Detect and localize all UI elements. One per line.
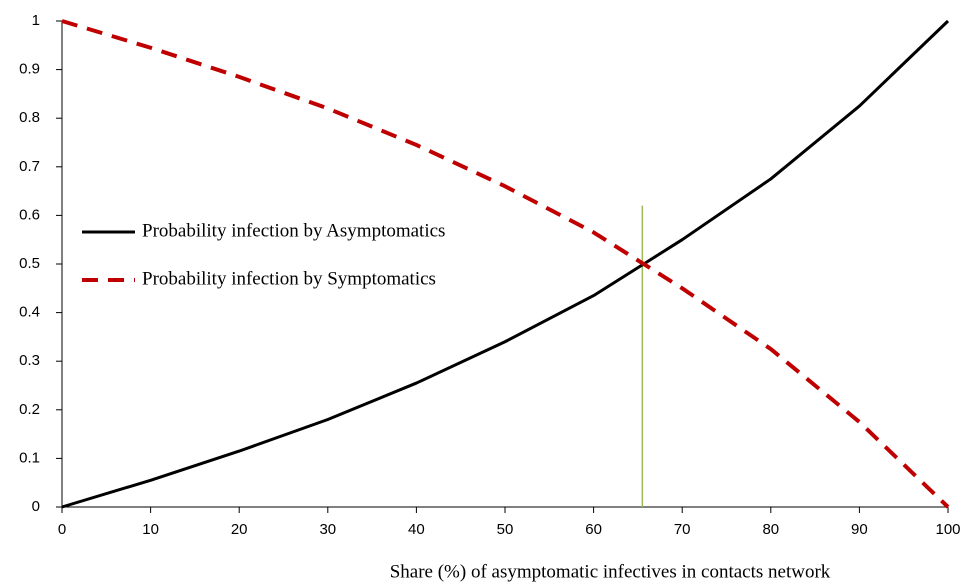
series-line	[61, 19, 950, 509]
series-line	[61, 19, 950, 509]
y-tick-label: 1	[32, 12, 40, 29]
x-tick-label: 70	[674, 521, 691, 538]
y-tick-label: 0.7	[19, 158, 40, 175]
x-tick-label: 30	[319, 521, 336, 538]
legend-label: Probability infection by Asymptomatics	[142, 220, 445, 241]
x-tick-label: 10	[142, 521, 159, 538]
x-tick-label: 60	[585, 521, 602, 538]
legend-label: Probability infection by Symptomatics	[142, 268, 436, 289]
y-tick-label: 0.9	[19, 61, 40, 78]
x-tick-label: 0	[58, 521, 66, 538]
x-tick-label: 80	[762, 521, 779, 538]
x-tick-label: 100	[935, 521, 960, 538]
y-tick-label: 0.3	[19, 352, 40, 369]
y-tick-label: 0	[32, 498, 40, 515]
y-tick-label: 0.1	[19, 449, 40, 466]
x-tick-label: 90	[851, 521, 868, 538]
x-tick-label: 50	[497, 521, 514, 538]
y-tick-label: 0.5	[19, 255, 40, 272]
x-tick-label: 40	[408, 521, 425, 538]
y-tick-label: 0.4	[19, 304, 40, 321]
x-axis-title: Share (%) of asymptomatic infectives in …	[390, 561, 831, 582]
y-tick-label: 0.2	[19, 401, 40, 418]
y-tick-label: 0.8	[19, 109, 40, 126]
y-tick-label: 0.6	[19, 206, 40, 223]
x-tick-label: 20	[231, 521, 248, 538]
